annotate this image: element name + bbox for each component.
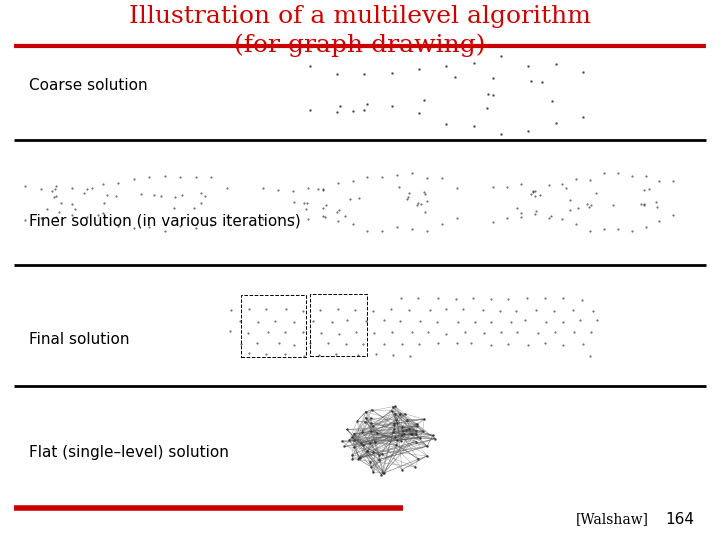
Bar bbox=[310, 294, 367, 356]
Text: Illustration of a multilevel algorithm
(for graph drawing): Illustration of a multilevel algorithm (… bbox=[129, 5, 591, 57]
Text: 164: 164 bbox=[666, 511, 695, 526]
Text: Coarse solution: Coarse solution bbox=[29, 78, 148, 93]
Text: [Walshaw]: [Walshaw] bbox=[576, 512, 649, 526]
Text: Flat (single–level) solution: Flat (single–level) solution bbox=[29, 446, 229, 461]
Bar bbox=[241, 295, 306, 357]
Text: Final solution: Final solution bbox=[29, 332, 130, 347]
Text: Finer solution (in various iterations): Finer solution (in various iterations) bbox=[29, 213, 300, 228]
